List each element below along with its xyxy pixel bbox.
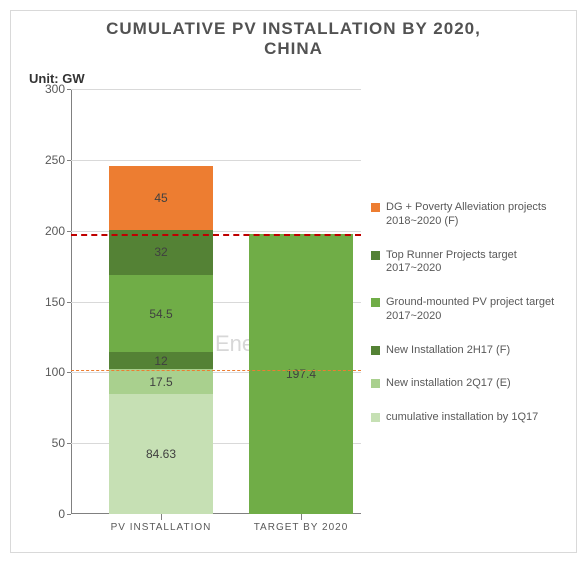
y-tick-label: 250 (45, 153, 71, 167)
bar-segment: 197.4 (249, 234, 353, 514)
legend-swatch (371, 251, 380, 260)
legend-label: DG + Poverty Alleviation projects 2018~2… (386, 201, 571, 229)
legend: DG + Poverty Alleviation projects 2018~2… (371, 201, 571, 445)
legend-item: New Installation 2H17 (F) (371, 344, 571, 358)
bar: 84.6317.51254.53245 (109, 89, 213, 514)
legend-swatch (371, 203, 380, 212)
bar-segment: 45 (109, 166, 213, 230)
bar-segment: 54.5 (109, 275, 213, 352)
legend-item: Top Runner Projects target 2017~2020 (371, 249, 571, 277)
x-category-label: PV INSTALLATION (101, 514, 221, 533)
legend-swatch (371, 346, 380, 355)
chart-title-line1: CUMULATIVE PV INSTALLATION BY 2020, (106, 19, 481, 38)
chart-container: CUMULATIVE PV INSTALLATION BY 2020, CHIN… (10, 10, 577, 553)
bar-segment: 84.63 (109, 394, 213, 514)
chart-title: CUMULATIVE PV INSTALLATION BY 2020, CHIN… (11, 19, 576, 58)
plot-area: EnergyTrend 05010015020025030084.6317.51… (71, 89, 351, 514)
legend-label: Top Runner Projects target 2017~2020 (386, 249, 571, 277)
y-tick-label: 100 (45, 365, 71, 379)
legend-item: Ground-mounted PV project target 2017~20… (371, 296, 571, 324)
legend-label: New Installation 2H17 (F) (386, 344, 510, 358)
y-tick-label: 200 (45, 224, 71, 238)
y-tick-label: 0 (58, 507, 71, 521)
bar-segment: 12 (109, 352, 213, 369)
reference-line (71, 370, 361, 371)
chart-title-line2: CHINA (264, 39, 323, 58)
bar-segment: 32 (109, 230, 213, 275)
legend-swatch (371, 379, 380, 388)
bar: 197.4 (249, 89, 353, 514)
legend-swatch (371, 413, 380, 422)
y-tick-label: 50 (52, 436, 71, 450)
legend-swatch (371, 298, 380, 307)
x-category-label: TARGET BY 2020 (241, 514, 361, 533)
legend-item: New installation 2Q17 (E) (371, 377, 571, 391)
legend-item: DG + Poverty Alleviation projects 2018~2… (371, 201, 571, 229)
bar-segment: 17.5 (109, 369, 213, 394)
y-tick-label: 150 (45, 295, 71, 309)
legend-label: New installation 2Q17 (E) (386, 377, 511, 391)
legend-label: Ground-mounted PV project target 2017~20… (386, 296, 571, 324)
legend-label: cumulative installation by 1Q17 (386, 411, 538, 425)
reference-line (71, 234, 361, 236)
y-tick-label: 300 (45, 82, 71, 96)
legend-item: cumulative installation by 1Q17 (371, 411, 571, 425)
